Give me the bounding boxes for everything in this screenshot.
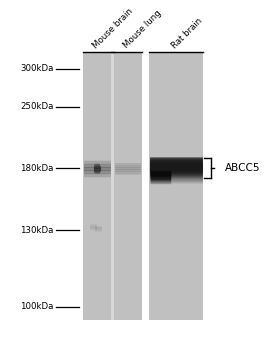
Bar: [149, 52, 203, 320]
Bar: [94, 164, 100, 174]
Text: 130kDa: 130kDa: [20, 226, 54, 234]
Text: 100kDa: 100kDa: [20, 302, 54, 311]
Text: 300kDa: 300kDa: [20, 64, 54, 73]
Bar: [111, 52, 114, 320]
Text: Rat brain: Rat brain: [170, 16, 204, 50]
Bar: [142, 52, 149, 320]
Bar: [83, 52, 142, 320]
Text: 250kDa: 250kDa: [20, 102, 54, 111]
Text: 180kDa: 180kDa: [20, 164, 54, 173]
Text: Mouse brain: Mouse brain: [91, 6, 135, 50]
Text: Mouse lung: Mouse lung: [121, 9, 163, 50]
Text: ABCC5: ABCC5: [225, 163, 260, 174]
